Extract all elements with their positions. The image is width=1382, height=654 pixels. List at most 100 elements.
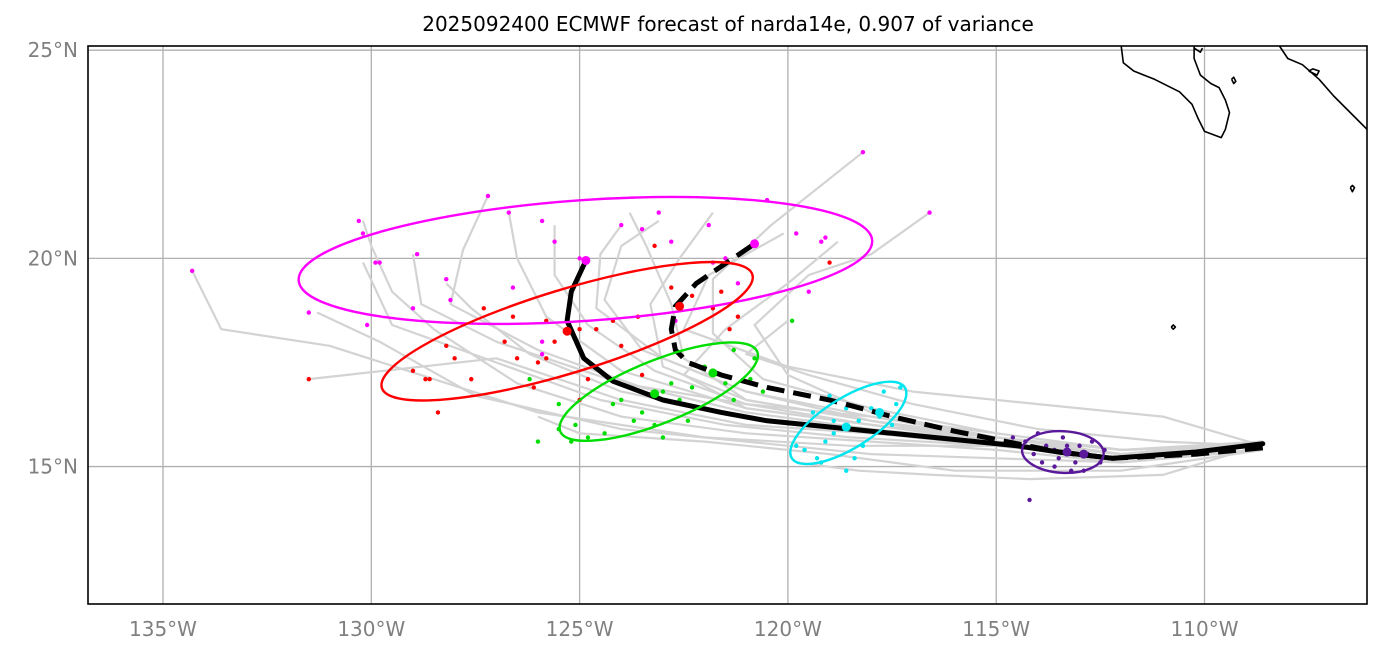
ensemble-point bbox=[585, 376, 591, 382]
ensemble-point bbox=[377, 260, 382, 265]
ensemble-point bbox=[594, 326, 599, 332]
ensemble-point bbox=[669, 381, 674, 386]
ensemble-point bbox=[531, 385, 536, 390]
ensemble-track bbox=[603, 219, 1263, 460]
ensemble-point bbox=[539, 339, 545, 344]
ensemble-track bbox=[745, 319, 1263, 447]
ensemble-point bbox=[414, 252, 420, 257]
ensemble-point bbox=[881, 389, 886, 394]
ensemble-point bbox=[485, 193, 491, 199]
ensemble-point bbox=[669, 285, 674, 290]
gridlines bbox=[88, 46, 1367, 604]
ensemble-point bbox=[1073, 460, 1078, 465]
ensemble-point bbox=[448, 297, 453, 303]
ensemble-point bbox=[689, 385, 695, 390]
ensemble-point bbox=[602, 431, 607, 436]
ensemble-point bbox=[573, 422, 578, 428]
ensemble-point bbox=[660, 435, 666, 440]
ensemble-point bbox=[869, 406, 874, 411]
ensemble-track bbox=[796, 444, 1260, 481]
ensemble-point bbox=[373, 260, 378, 265]
ensemble-point bbox=[469, 376, 474, 382]
ensemble-point bbox=[535, 360, 541, 365]
ensemble-point bbox=[610, 401, 616, 407]
ensemble-point bbox=[760, 389, 766, 394]
ensemble-point bbox=[639, 410, 645, 415]
ensemble-point bbox=[685, 418, 691, 423]
lat-tick-label: 20°N bbox=[28, 246, 78, 270]
axis-labels: 135°W 130°W 125°W 120°W 115°W 110°W 15°N 20°N 25… bbox=[28, 38, 1239, 641]
ensemble-point bbox=[1052, 464, 1057, 469]
ensemble-point bbox=[539, 351, 545, 357]
lon-tick-label: 120°W bbox=[754, 617, 822, 641]
ensemble-point bbox=[506, 210, 511, 215]
ensemble-point bbox=[689, 293, 695, 299]
ensemble-point bbox=[502, 339, 507, 344]
ensemble-point bbox=[794, 231, 799, 236]
uncertainty-ellipses bbox=[297, 195, 1105, 475]
ensemble-point bbox=[719, 289, 724, 294]
coastlines bbox=[1120, 46, 1367, 331]
ensemble-point bbox=[1010, 435, 1016, 440]
ensemble-point bbox=[889, 422, 895, 428]
ensemble-point bbox=[723, 381, 728, 386]
ensemble-point bbox=[802, 447, 807, 453]
ensemble-point bbox=[814, 456, 820, 461]
coastline bbox=[1193, 47, 1204, 54]
lon-tick-label: 125°W bbox=[546, 617, 614, 641]
ensemble-point bbox=[819, 239, 824, 244]
ensemble-point bbox=[577, 256, 582, 261]
track-marker bbox=[750, 239, 760, 249]
ensemble-track bbox=[537, 415, 1263, 472]
ensemble-point bbox=[639, 372, 645, 378]
chart-title-text: 2025092400 ECMWF forecast of narda14e, 0… bbox=[422, 12, 1034, 36]
ensemble-tracks bbox=[191, 151, 1264, 481]
track-marker bbox=[1062, 447, 1072, 457]
ensemble-point bbox=[810, 410, 816, 415]
ensemble-point bbox=[827, 260, 832, 265]
plot-frame bbox=[87, 45, 1368, 605]
chart-title: 2025092400 ECMWF forecast of narda14e, 0… bbox=[0, 12, 1382, 36]
track-marker bbox=[562, 326, 572, 336]
ensemble-point bbox=[527, 376, 532, 382]
ensemble-point bbox=[789, 318, 795, 324]
ensemble-point bbox=[356, 218, 361, 224]
ensemble-point bbox=[619, 397, 624, 403]
ensemble-point bbox=[510, 314, 516, 319]
ensemble-point bbox=[544, 356, 549, 361]
coastline bbox=[1308, 68, 1320, 76]
track-marker bbox=[841, 422, 851, 432]
track-marker bbox=[708, 368, 718, 378]
ensemble-point bbox=[360, 231, 366, 236]
plot-area bbox=[189, 46, 1367, 503]
lat-tick-label: 15°N bbox=[28, 455, 78, 479]
ensemble-point bbox=[727, 326, 732, 332]
ensemble-point bbox=[844, 468, 849, 473]
ellipse-purple bbox=[1020, 429, 1105, 475]
ensemble-point bbox=[660, 389, 666, 394]
ensemble-point bbox=[481, 306, 486, 311]
lat-tick-label: 25°N bbox=[28, 38, 78, 62]
ensemble-point bbox=[827, 393, 832, 398]
coastline bbox=[1278, 46, 1367, 130]
ensemble-point bbox=[856, 418, 861, 423]
ensemble-track bbox=[711, 151, 1263, 451]
ensemble-point bbox=[552, 239, 557, 244]
ensemble-point bbox=[539, 218, 545, 224]
ensemble-point bbox=[552, 339, 557, 344]
ellipse-green bbox=[558, 341, 760, 443]
coastline bbox=[1120, 46, 1231, 139]
ensemble-point bbox=[723, 256, 728, 261]
ensemble-point bbox=[585, 435, 591, 440]
ensemble-point bbox=[656, 210, 661, 215]
ensemble-point bbox=[364, 322, 370, 328]
ensemble-point bbox=[1039, 460, 1045, 465]
track-marker bbox=[581, 255, 591, 265]
ensemble-track bbox=[361, 220, 1259, 464]
ensemble-point bbox=[427, 376, 432, 382]
ensemble-point bbox=[860, 149, 866, 155]
ensemble-point bbox=[1064, 443, 1070, 448]
ensemble-point bbox=[619, 222, 624, 228]
ellipse-magenta bbox=[297, 195, 874, 326]
ensemble-point bbox=[306, 310, 312, 315]
